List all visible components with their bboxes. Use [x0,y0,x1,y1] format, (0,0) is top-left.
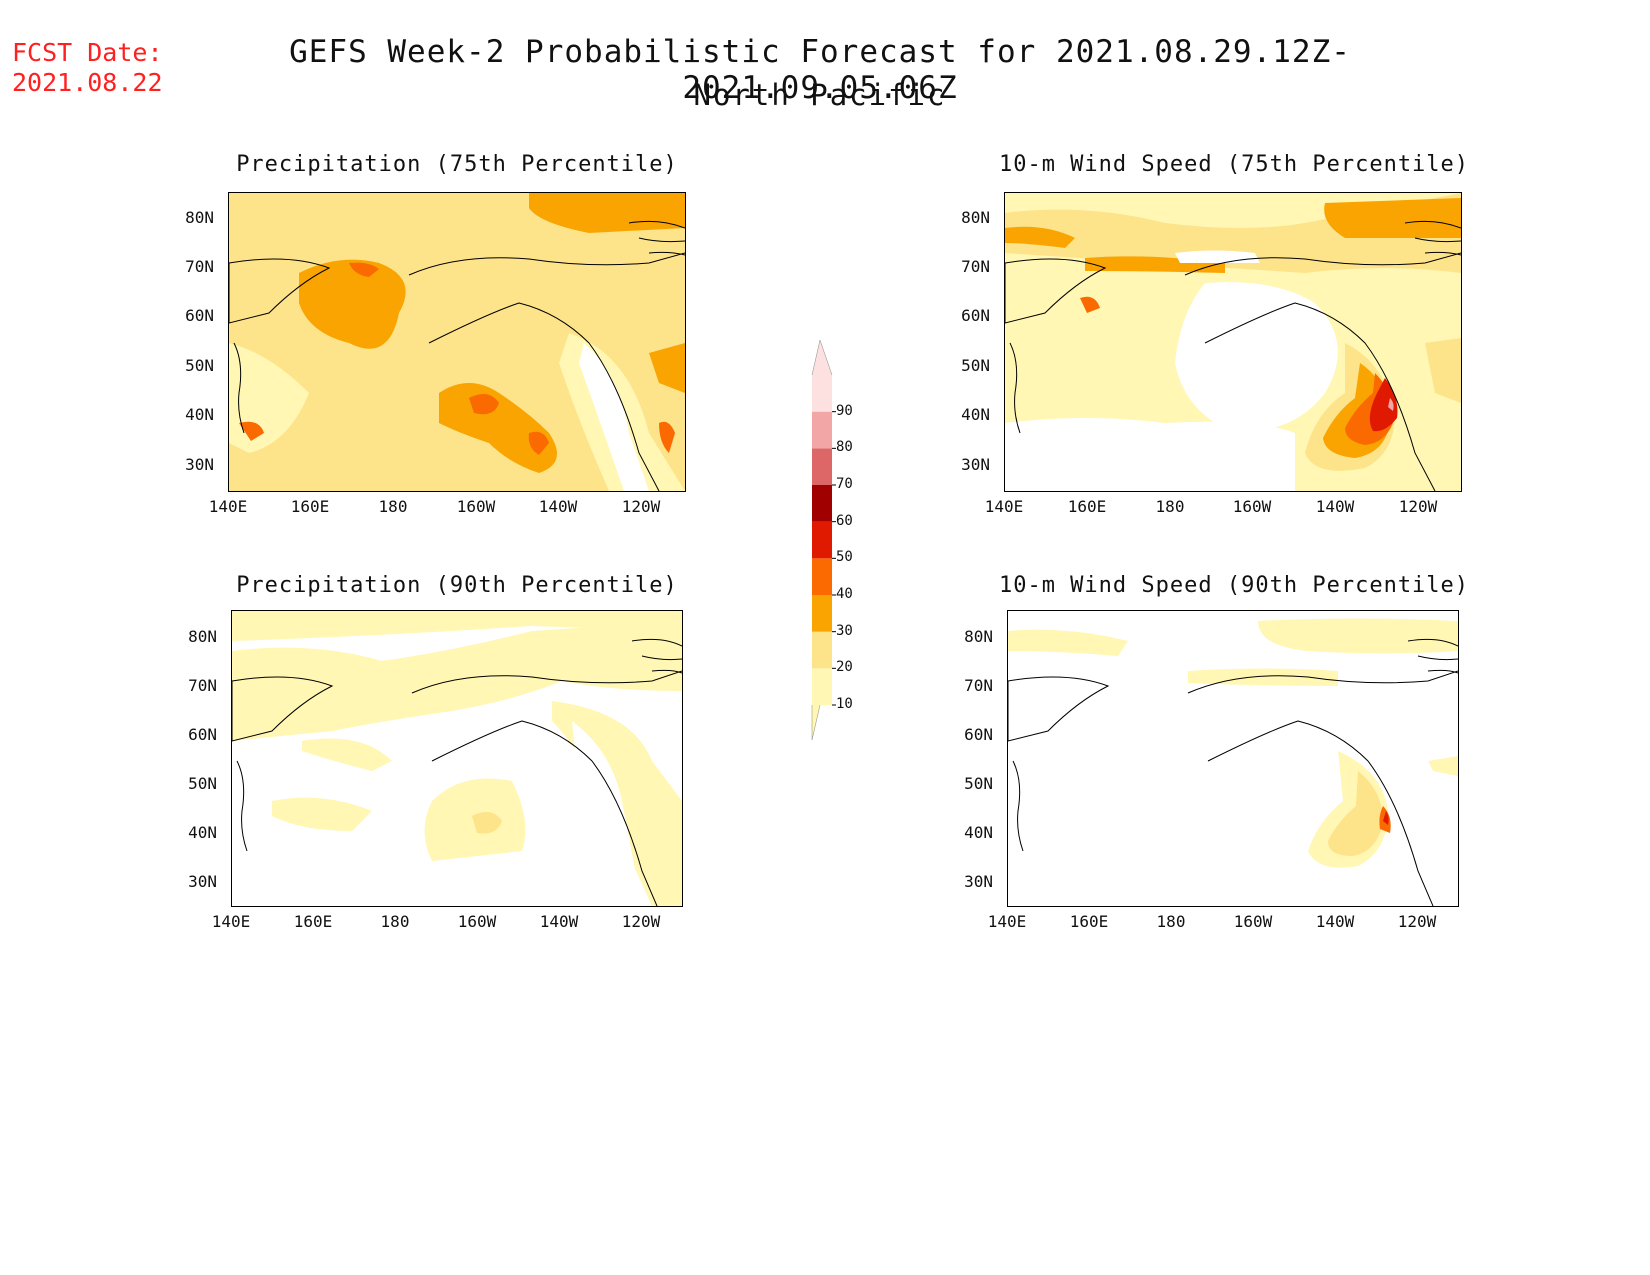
x-tick: 120W [1398,497,1438,516]
contour-map [232,611,682,906]
y-tick: 30N [961,455,990,474]
colorbar-swatch [812,668,832,705]
colorbar-swatch [812,595,832,632]
panel-title: Precipitation (75th Percentile) [236,152,678,177]
x-tick: 160W [1233,912,1273,931]
colorbar-label: 30 [836,622,853,639]
colorbar-label: 70 [836,476,853,492]
y-tick: 70N [188,676,217,695]
y-tick: 70N [961,257,990,276]
x-tick: 160E [1067,497,1107,516]
y-tick: 30N [185,455,214,474]
x-tick: 140E [984,497,1024,516]
map-area [1004,192,1462,492]
colorbar-end-high [811,339,833,376]
y-tick: 50N [185,356,214,375]
y-tick: 60N [964,725,993,744]
y-tick: 80N [188,627,217,646]
colorbar-label: 10 [836,696,853,712]
panel-title: 10-m Wind Speed (75th Percentile) [998,152,1470,177]
map-area [228,192,686,492]
y-tick: 80N [961,208,990,227]
x-tick: 160W [457,912,497,931]
contour-map [229,193,685,491]
x-tick: 180 [1156,912,1186,931]
x-tick: 140W [538,497,578,516]
x-tick: 120W [1397,912,1437,931]
x-tick: 140W [1315,912,1355,931]
figure-title: GEFS Week-2 Probabilistic Forecast for 2… [289,34,1351,106]
y-tick: 50N [964,774,993,793]
y-tick: 70N [185,257,214,276]
colorbar-label: 60 [836,512,853,529]
x-tick: 160W [456,497,496,516]
colorbar-swatch [812,375,832,412]
y-tick: 60N [961,306,990,325]
x-tick: 140W [539,912,579,931]
colorbar: 10 20 30 40 50 60 70 80 90 [800,335,860,755]
colorbar-swatch [812,631,832,669]
y-tick: 40N [961,405,990,424]
y-tick: 40N [964,823,993,842]
y-tick: 40N [185,405,214,424]
x-tick: 120W [621,912,661,931]
colorbar-swatches [811,339,836,741]
x-tick: 160W [1232,497,1272,516]
colorbar-end-low [811,704,821,741]
colorbar-label: 40 [836,586,853,602]
x-tick: 140E [987,912,1027,931]
colorbar-swatch [812,448,832,485]
x-tick: 120W [621,497,661,516]
colorbar-label: 80 [836,439,853,456]
y-tick: 60N [185,306,214,325]
colorbar-label: 50 [836,549,853,566]
contour-map [1005,193,1461,491]
x-tick: 140E [211,912,251,931]
colorbar-swatch [812,485,832,522]
panel-title: 10-m Wind Speed (90th Percentile) [998,573,1470,598]
panel-title: Precipitation (90th Percentile) [236,573,678,598]
contour-map [1008,611,1458,906]
y-tick: 30N [188,872,217,891]
x-tick: 140W [1315,497,1355,516]
x-tick: 180 [378,497,408,516]
y-tick: 40N [188,823,217,842]
x-tick: 160E [290,497,330,516]
y-tick: 50N [961,356,990,375]
colorbar-label: 20 [836,659,853,676]
figure-subtitle: North Pacific [693,78,947,112]
y-tick: 60N [188,725,217,744]
fcst-date-caption: FCST Date: [12,38,163,67]
map-area [1007,610,1459,907]
y-tick: 30N [964,872,993,891]
x-tick: 180 [380,912,410,931]
x-tick: 160E [1069,912,1109,931]
y-tick: 80N [964,627,993,646]
colorbar-swatch [812,558,832,595]
y-tick: 80N [185,208,214,227]
fcst-date-value: 2021.08.22 [12,68,163,97]
x-tick: 160E [293,912,333,931]
colorbar-swatch [812,411,832,449]
map-area [231,610,683,907]
x-tick: 180 [1155,497,1185,516]
colorbar-swatch [812,521,832,559]
y-tick: 70N [964,676,993,695]
x-tick: 140E [208,497,248,516]
colorbar-label: 90 [836,402,853,419]
forecast-date-label: FCST Date: 2021.08.22 [12,38,163,98]
y-tick: 50N [188,774,217,793]
